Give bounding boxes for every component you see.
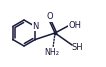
Text: OH: OH xyxy=(68,21,82,29)
Text: O: O xyxy=(47,12,53,21)
Text: NH₂: NH₂ xyxy=(45,48,59,57)
Text: SH: SH xyxy=(71,43,83,53)
Text: N: N xyxy=(32,22,38,31)
